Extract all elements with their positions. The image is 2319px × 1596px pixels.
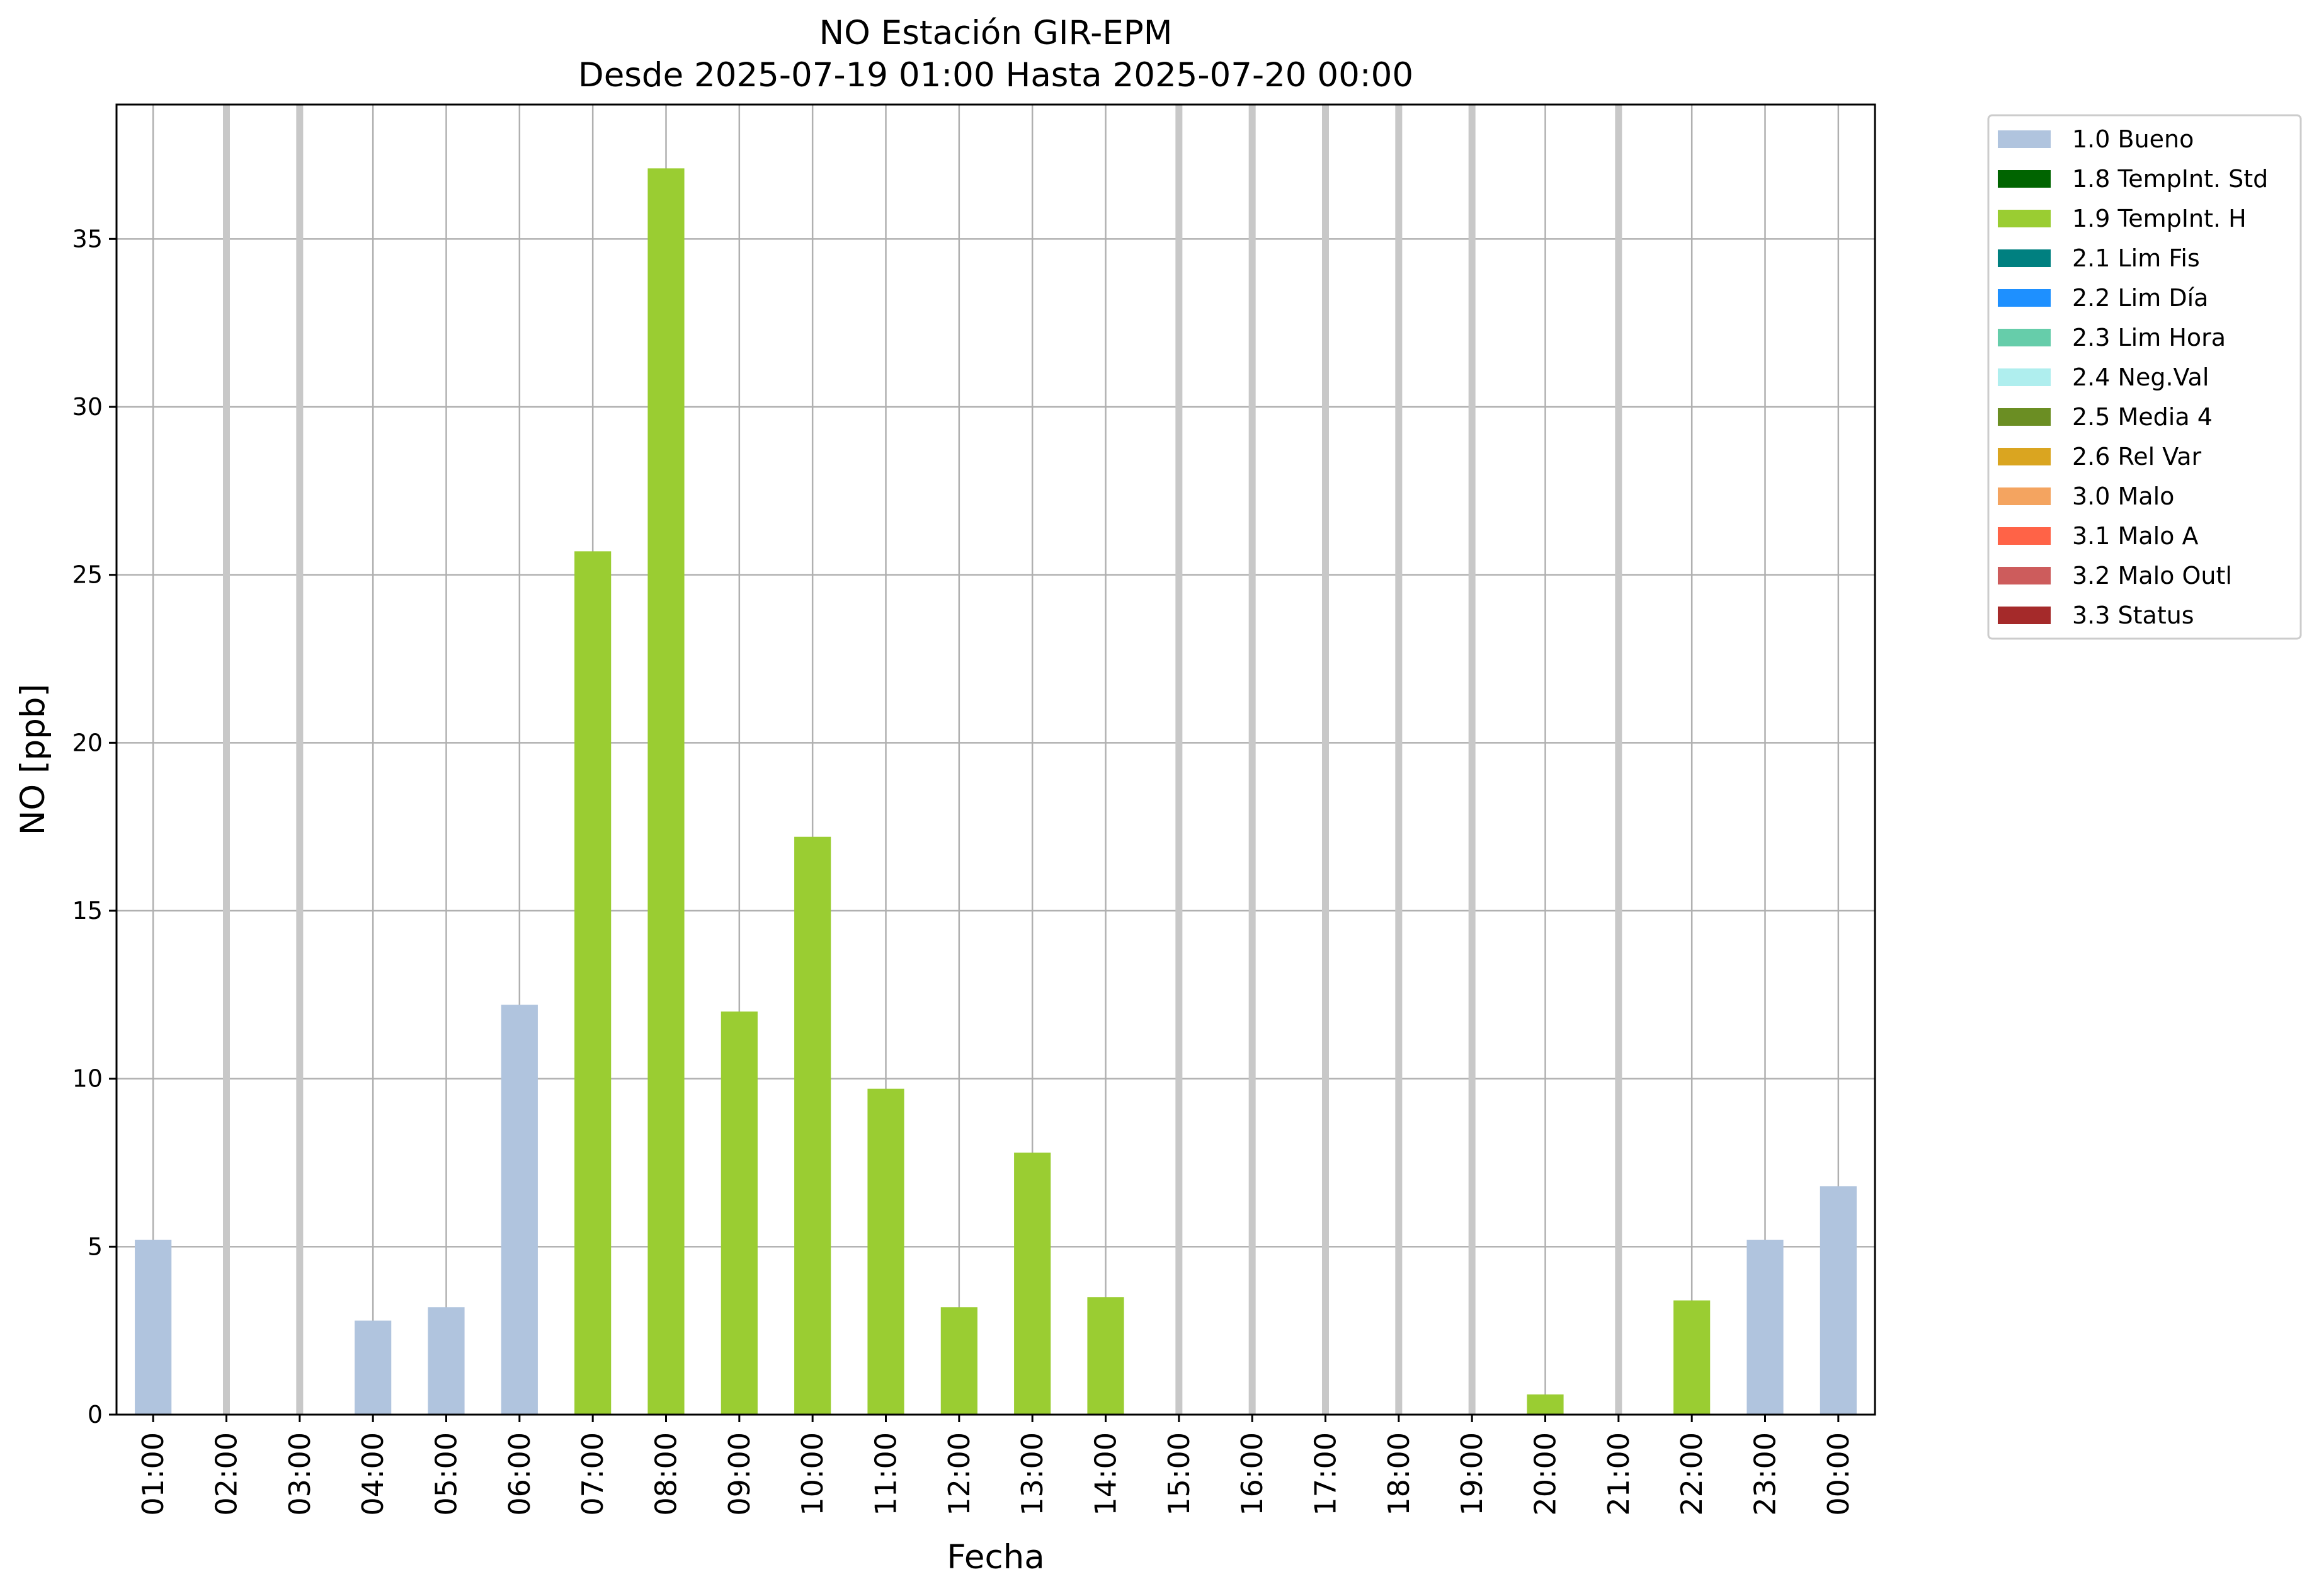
x-axis-label: Fecha <box>947 1538 1044 1576</box>
legend-swatch <box>1998 607 2051 624</box>
legend-swatch <box>1998 487 2051 505</box>
x-tick-label: 00:00 <box>1821 1432 1855 1516</box>
bar <box>1673 1300 1711 1415</box>
x-tick-label: 10:00 <box>795 1432 829 1516</box>
bar <box>721 1012 758 1415</box>
legend-frame <box>1987 114 2302 640</box>
legend-label: 2.1 Lim Fis <box>2072 244 2200 272</box>
y-tick-label: 15 <box>72 897 103 925</box>
y-tick-label: 25 <box>72 561 103 589</box>
x-tick-label: 21:00 <box>1602 1432 1636 1516</box>
bar <box>1820 1186 1857 1415</box>
legend-swatch <box>1998 210 2051 227</box>
y-axis-label: NO [ppb] <box>14 684 52 836</box>
legend-items: 1.0 Bueno 1.8 TempInt. Std 1.9 TempInt. H 2… <box>1998 125 2268 629</box>
bar <box>1087 1297 1124 1415</box>
bar <box>574 551 612 1415</box>
legend-swatch <box>1998 249 2051 267</box>
legend-label: 2.6 Rel Var <box>2072 443 2202 470</box>
x-tick-label: 08:00 <box>649 1432 683 1516</box>
x-tick-label: 12:00 <box>942 1432 976 1516</box>
legend-swatch <box>1998 329 2051 346</box>
legend-label: 3.3 Status <box>2072 601 2194 629</box>
y-tick-label: 5 <box>88 1233 103 1260</box>
y-axis-ticks: 0 5 10 15 20 25 30 35 <box>72 225 117 1428</box>
legend-label: 2.3 Lim Hora <box>2072 324 2226 351</box>
x-tick-label: 14:00 <box>1089 1432 1123 1516</box>
legend-swatch <box>1998 408 2051 426</box>
bar <box>1527 1394 1564 1415</box>
legend-swatch <box>1998 289 2051 307</box>
y-tick-label: 30 <box>72 393 103 421</box>
bars <box>135 168 1857 1415</box>
x-tick-label: 19:00 <box>1455 1432 1489 1516</box>
legend-label: 3.0 Malo <box>2072 482 2174 510</box>
x-tick-label: 03:00 <box>283 1432 317 1516</box>
bar <box>867 1088 904 1415</box>
legend-label: 2.2 Lim Día <box>2072 284 2208 312</box>
legend-label: 2.5 Media 4 <box>2072 403 2213 431</box>
legend-swatch <box>1998 567 2051 584</box>
x-tick-label: 06:00 <box>503 1432 537 1516</box>
chart-title: NO Estación GIR-EPM <box>819 14 1173 52</box>
x-tick-label: 02:00 <box>210 1432 244 1516</box>
legend-swatch <box>1998 448 2051 465</box>
legend: 1.0 Bueno 1.8 TempInt. Std 1.9 TempInt. H 2… <box>1987 114 2302 640</box>
legend-label: 2.4 Neg.Val <box>2072 363 2209 391</box>
bar <box>355 1320 392 1415</box>
legend-swatch <box>1998 130 2051 148</box>
legend-label: 3.2 Malo Outl <box>2072 562 2232 590</box>
x-tick-label: 18:00 <box>1382 1432 1416 1516</box>
legend-swatch <box>1998 368 2051 386</box>
bar <box>1014 1153 1051 1415</box>
y-tick-label: 20 <box>72 729 103 756</box>
x-tick-label: 23:00 <box>1748 1432 1782 1516</box>
x-tick-label: 05:00 <box>430 1432 464 1516</box>
x-tick-label: 16:00 <box>1235 1432 1269 1516</box>
x-axis-ticks: 01:00 02:00 03:00 04:00 05:00 06:00 07:00 08:00… <box>136 1415 1855 1516</box>
x-tick-label: 09:00 <box>722 1432 756 1516</box>
legend-label: 1.8 TempInt. Std <box>2072 165 2268 193</box>
chart-subtitle: Desde 2025-07-19 01:00 Hasta 2025-07-20 … <box>578 56 1413 94</box>
x-tick-label: 17:00 <box>1309 1432 1343 1516</box>
x-tick-label: 13:00 <box>1015 1432 1049 1516</box>
bar <box>794 836 831 1415</box>
bar <box>501 1005 538 1415</box>
bar <box>1746 1240 1784 1415</box>
legend-label: 3.1 Malo A <box>2072 522 2198 550</box>
y-tick-label: 35 <box>72 225 103 253</box>
bar <box>647 168 685 1415</box>
bar <box>135 1240 172 1415</box>
plot-area-frame <box>115 103 1876 1416</box>
legend-swatch <box>1998 527 2051 545</box>
x-tick-label: 07:00 <box>576 1432 610 1516</box>
x-tick-label: 11:00 <box>869 1432 903 1516</box>
x-tick-label: 01:00 <box>136 1432 170 1516</box>
x-tick-label: 20:00 <box>1529 1432 1563 1516</box>
legend-label: 1.9 TempInt. H <box>2072 205 2247 232</box>
y-tick-label: 10 <box>72 1065 103 1093</box>
legend-swatch <box>1998 170 2051 188</box>
x-tick-label: 22:00 <box>1675 1432 1709 1516</box>
legend-label: 1.0 Bueno <box>2072 125 2194 153</box>
x-tick-label: 15:00 <box>1162 1432 1196 1516</box>
y-tick-label: 0 <box>88 1401 103 1428</box>
x-tick-label: 04:00 <box>356 1432 390 1516</box>
bar <box>428 1307 465 1415</box>
missing-data-markers <box>223 105 1622 1415</box>
bar <box>940 1307 977 1415</box>
